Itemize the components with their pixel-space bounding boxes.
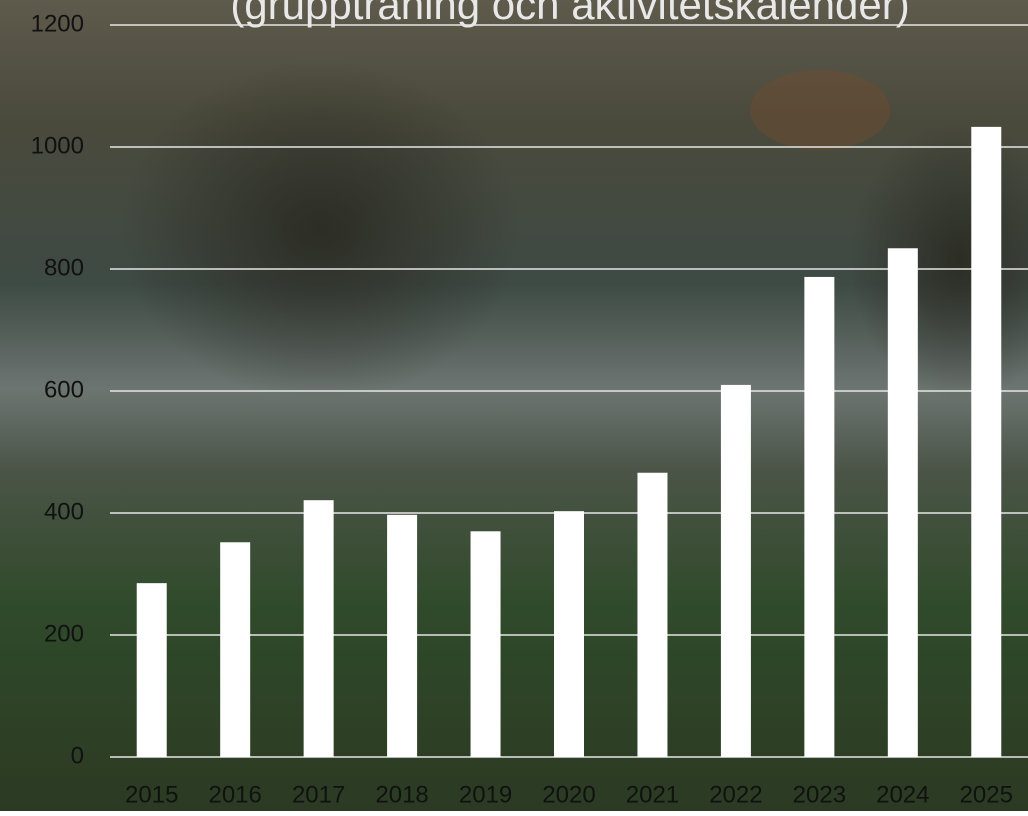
x-tick-label: 2017 bbox=[292, 781, 345, 808]
y-tick-label: 200 bbox=[44, 620, 84, 647]
x-tick-label: 2023 bbox=[793, 781, 846, 808]
x-tick-label: 2016 bbox=[208, 781, 261, 808]
y-tick-label: 400 bbox=[44, 498, 84, 525]
x-tick-label: 2018 bbox=[375, 781, 428, 808]
background-tree bbox=[120, 60, 520, 400]
y-tick-label: 800 bbox=[44, 254, 84, 281]
chart-title: (gruppträning och aktivitetskalender) bbox=[230, 0, 909, 28]
y-tick-label: 0 bbox=[71, 742, 84, 769]
bar bbox=[887, 248, 918, 757]
bar bbox=[470, 531, 501, 757]
y-tick-label: 1000 bbox=[31, 132, 84, 159]
bar bbox=[387, 514, 418, 757]
bar bbox=[971, 126, 1002, 758]
bar bbox=[720, 384, 751, 757]
background-foliage bbox=[750, 70, 890, 150]
bar bbox=[303, 500, 334, 757]
x-tick-label: 2020 bbox=[542, 781, 595, 808]
x-tick-label: 2015 bbox=[125, 781, 178, 808]
bar bbox=[220, 542, 251, 757]
bar bbox=[637, 472, 668, 757]
x-tick-label: 2019 bbox=[459, 781, 512, 808]
x-tick-label: 2024 bbox=[876, 781, 929, 808]
y-tick-label: 1200 bbox=[31, 10, 84, 37]
x-tick-label: 2021 bbox=[626, 781, 679, 808]
bar bbox=[136, 583, 167, 757]
bar bbox=[804, 276, 835, 757]
x-tick-label: 2022 bbox=[709, 781, 762, 808]
x-tick-label: 2025 bbox=[960, 781, 1013, 808]
y-tick-label: 600 bbox=[44, 376, 84, 403]
bar bbox=[554, 511, 584, 757]
